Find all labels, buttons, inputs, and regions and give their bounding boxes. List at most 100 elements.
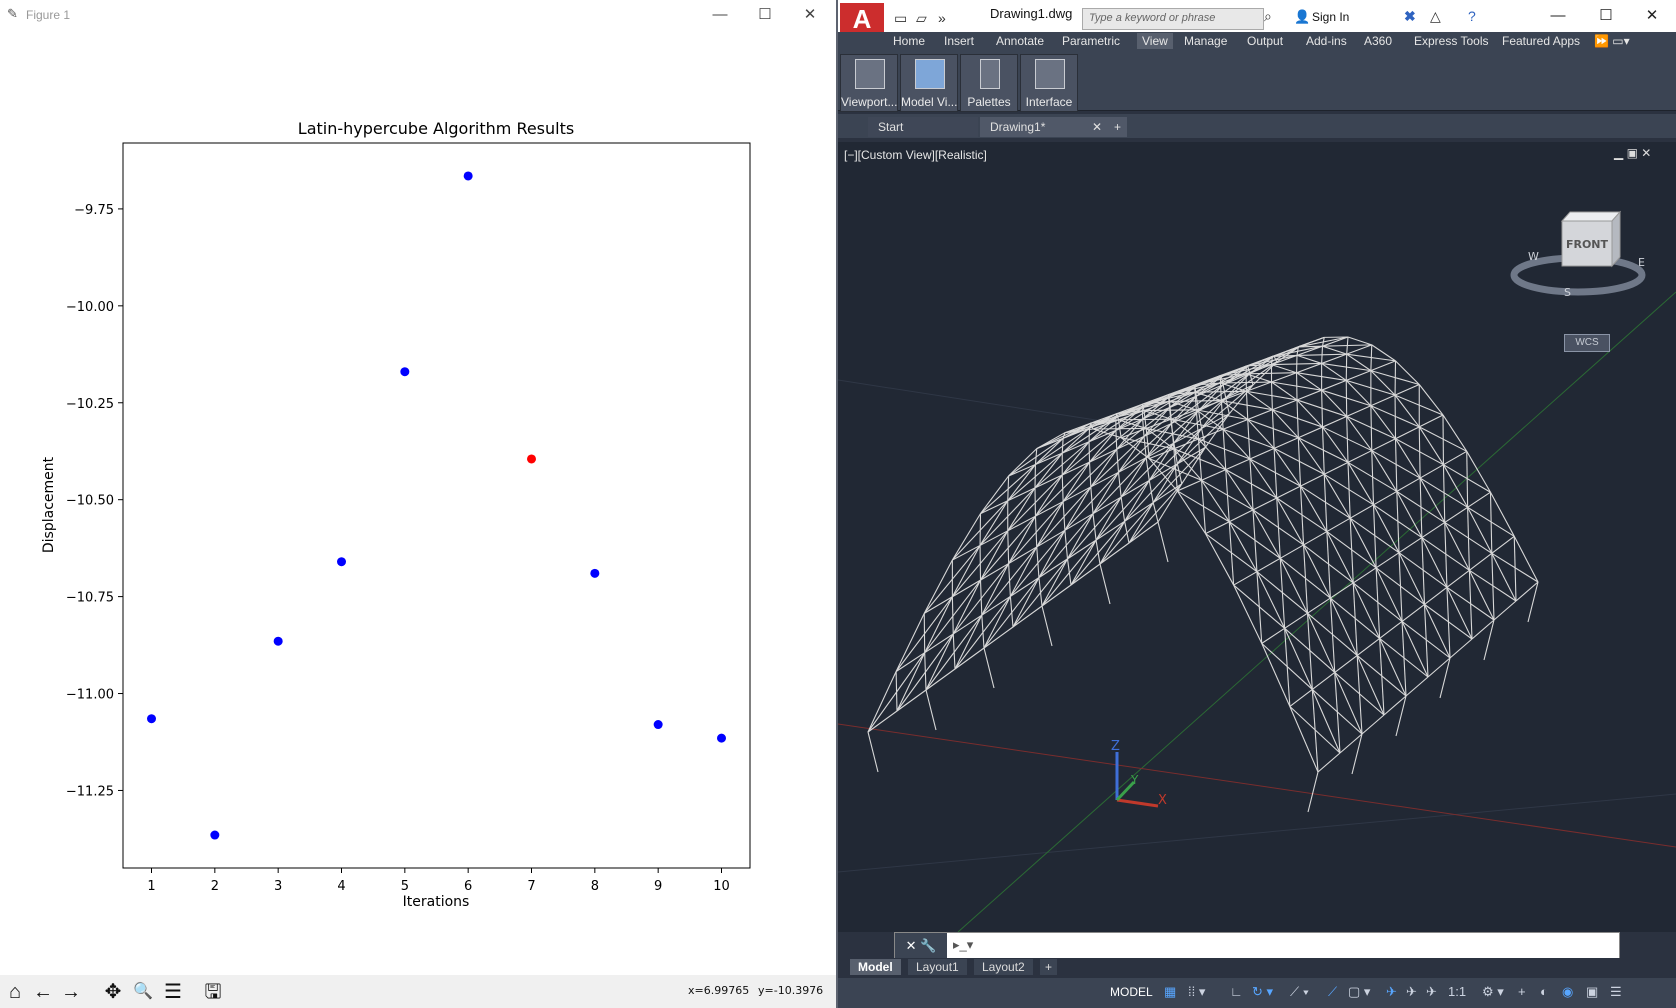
save-icon[interactable]: 🖫 [204, 981, 222, 1003]
lineweight-icon[interactable]: ⟋ [1328, 984, 1338, 999]
interface-button[interactable]: Interface [1020, 54, 1078, 112]
qat-more-icon[interactable]: » [938, 10, 946, 26]
ribbon-more-icon[interactable]: ⏩ ▭▾ [1594, 34, 1630, 48]
mesh-strut [925, 633, 954, 691]
compass-west[interactable]: W [1528, 250, 1539, 263]
clean-screen-icon[interactable]: ▣ [1586, 984, 1599, 999]
wcs-menu[interactable]: WCS [1564, 334, 1610, 352]
search-box[interactable]: Type a keyword or phrase [1082, 8, 1264, 30]
new-tab-button[interactable]: + [1108, 117, 1128, 137]
command-line[interactable]: ✕ 🔧 ▸_▾ [894, 932, 1620, 960]
palettes-button[interactable]: Palettes [960, 54, 1018, 112]
autodesk-icon[interactable]: △ [1430, 8, 1441, 24]
customization-icon[interactable]: ☰ [1610, 984, 1622, 999]
viewcube-top[interactable] [1560, 211, 1622, 222]
layout-tab-model[interactable]: Model [850, 959, 901, 975]
hardware-acceleration-icon[interactable]: ◉ [1562, 984, 1574, 999]
file-tab-drawing1[interactable]: Drawing1* ✕ [980, 117, 1110, 137]
drawing-viewport[interactable]: [−][Custom View][Realistic] ▁ ▣ ✕ Z X Y … [838, 142, 1676, 932]
isolate-icon[interactable]: ◐ [1540, 984, 1548, 999]
annotation-icon[interactable]: ✈ [1386, 984, 1397, 999]
maximize-button[interactable]: ☐ [758, 6, 772, 23]
mesh-strut [1225, 458, 1251, 471]
mesh-strut [1296, 346, 1299, 356]
tab-view[interactable]: View [1137, 33, 1173, 49]
viewcube-side[interactable] [1611, 210, 1621, 268]
new-file-icon[interactable]: ▭ [894, 10, 908, 26]
minimize-button[interactable]: — [712, 6, 728, 23]
viewport-icon [855, 59, 885, 89]
workspace-gear-icon[interactable]: ⚙ ▾ [1482, 984, 1504, 999]
tab-manage[interactable]: Manage [1184, 34, 1228, 48]
selection-icon[interactable]: ▢ ▾ [1348, 984, 1371, 999]
autocad-close-button[interactable]: ✕ [1645, 7, 1659, 24]
osnap-icon[interactable]: ⟋ ▾ [1290, 984, 1310, 999]
viewport-button[interactable]: Viewport... [840, 54, 898, 112]
mesh-strut [980, 475, 1010, 514]
help-icon[interactable]: ? [1468, 8, 1476, 24]
mesh-strut [1201, 413, 1230, 429]
grid-icon[interactable]: ▦ [1164, 984, 1177, 999]
close-button[interactable]: ✕ [803, 6, 817, 23]
mesh-strut [925, 668, 956, 691]
compass-south[interactable]: S [1564, 286, 1571, 299]
tab-express-tools[interactable]: Express Tools [1414, 34, 1489, 48]
application-button[interactable]: A [840, 3, 884, 35]
viewport-window-controls[interactable]: ▁ ▣ ✕ [1614, 146, 1652, 160]
forward-arrow-icon[interactable]: → [61, 981, 81, 1003]
pan-icon[interactable]: ✥ [104, 981, 122, 1003]
mesh-strut [1090, 448, 1118, 488]
mesh-strut [952, 544, 981, 561]
mesh-strut [1401, 621, 1407, 697]
ortho-icon[interactable]: ∟ [1230, 984, 1243, 999]
tab-featured-apps[interactable]: Featured Apps [1502, 34, 1581, 48]
y-ticks: −9.75 −10.00 −10.25 −10.50 −10.75 −11.00 −11.2… [66, 203, 123, 799]
open-file-icon[interactable]: ▱ [916, 10, 927, 26]
grid-line [838, 379, 1129, 426]
mesh-strut [1276, 497, 1281, 559]
back-arrow-icon[interactable]: ← [33, 981, 53, 1003]
mesh-strut [1442, 464, 1469, 508]
tab-output[interactable]: Output [1247, 34, 1284, 48]
annotation-visibility-icon[interactable]: ✈ [1406, 984, 1417, 999]
compass-east[interactable]: E [1638, 256, 1645, 269]
model-space-button[interactable]: MODEL [1110, 985, 1153, 999]
zoom-icon[interactable]: 🔍 [133, 983, 153, 1000]
binoculars-icon[interactable]: ⌕ [1264, 8, 1272, 24]
mesh-strut [1279, 558, 1308, 614]
tab-home[interactable]: Home [893, 34, 926, 48]
tab-add-ins[interactable]: Add-ins [1306, 34, 1347, 48]
tab-parametric[interactable]: Parametric [1062, 34, 1121, 48]
autocad-maximize-button[interactable]: ☐ [1599, 7, 1613, 24]
viewport-controls-label[interactable]: [−][Custom View][Realistic] [844, 148, 987, 162]
snap-icon[interactable]: ⁞⁞ ▾ [1188, 984, 1206, 999]
polar-icon[interactable]: ↻ ▾ [1252, 984, 1274, 999]
layout-tab-layout1[interactable]: Layout1 [908, 959, 967, 975]
home-icon[interactable]: ⌂ [8, 981, 22, 1003]
command-prompt-icon[interactable]: ▸_▾ [953, 937, 974, 952]
model-viewports-button[interactable]: Model Vi... [900, 54, 958, 112]
configure-icon[interactable]: ☰ [164, 981, 182, 1003]
file-tab-start[interactable]: Start [868, 117, 978, 137]
tab-a360[interactable]: A360 [1364, 34, 1393, 48]
exchange-icon[interactable]: ✖ [1404, 8, 1416, 24]
mesh-strut [1228, 521, 1258, 572]
tab-annotate[interactable]: Annotate [996, 34, 1045, 48]
add-layout-button[interactable]: + [1040, 959, 1058, 975]
autoscale-icon[interactable]: ✈ [1426, 984, 1437, 999]
annotation-scale[interactable]: 1:1 [1448, 984, 1467, 999]
layout-tab-layout2[interactable]: Layout2 [974, 959, 1033, 975]
mesh-strut [1145, 423, 1172, 459]
tab-insert[interactable]: Insert [944, 34, 975, 48]
mesh-strut [1398, 552, 1403, 622]
mesh-strut [1090, 413, 1117, 424]
sign-in-button[interactable]: Sign In [1312, 10, 1350, 24]
mesh-strut [1034, 448, 1038, 465]
autocad-minimize-button[interactable]: — [1550, 7, 1566, 24]
close-tab-icon[interactable]: ✕ [1091, 120, 1102, 134]
plus-icon[interactable]: + [1518, 984, 1526, 999]
user-icon[interactable]: 👤 [1294, 9, 1311, 24]
command-line-tools[interactable]: ✕ 🔧 [895, 933, 947, 959]
viewcube-front-label[interactable]: FRONT [1566, 238, 1609, 251]
mesh-strut [1370, 344, 1373, 371]
